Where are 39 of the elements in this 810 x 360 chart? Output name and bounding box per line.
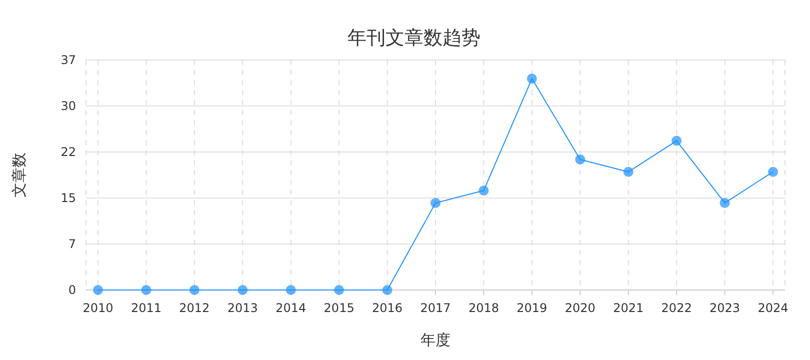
point — [430, 198, 440, 208]
y-tick-label: 22 — [60, 145, 76, 159]
point — [575, 154, 586, 164]
point — [189, 285, 200, 295]
x-tick-label: 2018 — [468, 301, 499, 315]
y-tick-label: 7 — [68, 237, 76, 251]
y-tick-label: 0 — [68, 283, 76, 297]
point — [720, 198, 730, 208]
y-axis-title: 文章数 — [10, 152, 28, 198]
x-tick-label: 2012 — [179, 301, 210, 315]
x-tick-label: 2022 — [661, 301, 692, 315]
point — [286, 285, 296, 295]
x-tick-label: 2021 — [613, 301, 644, 315]
y-tick-label: 30 — [60, 99, 76, 113]
x-tick-label: 2017 — [420, 301, 451, 315]
x-tick-label: 2013 — [227, 301, 258, 315]
point — [93, 285, 103, 295]
x-tick-label: 2010 — [82, 301, 114, 315]
x-tick-label: 2019 — [516, 301, 548, 315]
x-tick-label: 2014 — [276, 301, 306, 315]
chart-title: 年刊文章数趋势 — [348, 27, 480, 49]
point — [141, 285, 152, 295]
point — [672, 136, 682, 146]
x-axis-title: 年度 — [420, 331, 450, 349]
x-tick-label: 2015 — [324, 301, 354, 315]
x-tick-label: 2024 — [758, 301, 788, 315]
point — [768, 166, 778, 177]
point — [478, 186, 489, 196]
point — [334, 285, 344, 295]
y-tick-label: 37 — [60, 53, 76, 67]
x-tick-label: 2016 — [372, 301, 403, 315]
x-tick-label: 2020 — [564, 301, 596, 315]
point — [238, 285, 248, 295]
point — [526, 74, 537, 84]
x-tick-label: 2023 — [710, 301, 740, 315]
x-tick-label: 2011 — [130, 301, 162, 315]
point — [623, 166, 634, 177]
y-tick-label: 15 — [60, 191, 76, 205]
point — [382, 285, 392, 295]
